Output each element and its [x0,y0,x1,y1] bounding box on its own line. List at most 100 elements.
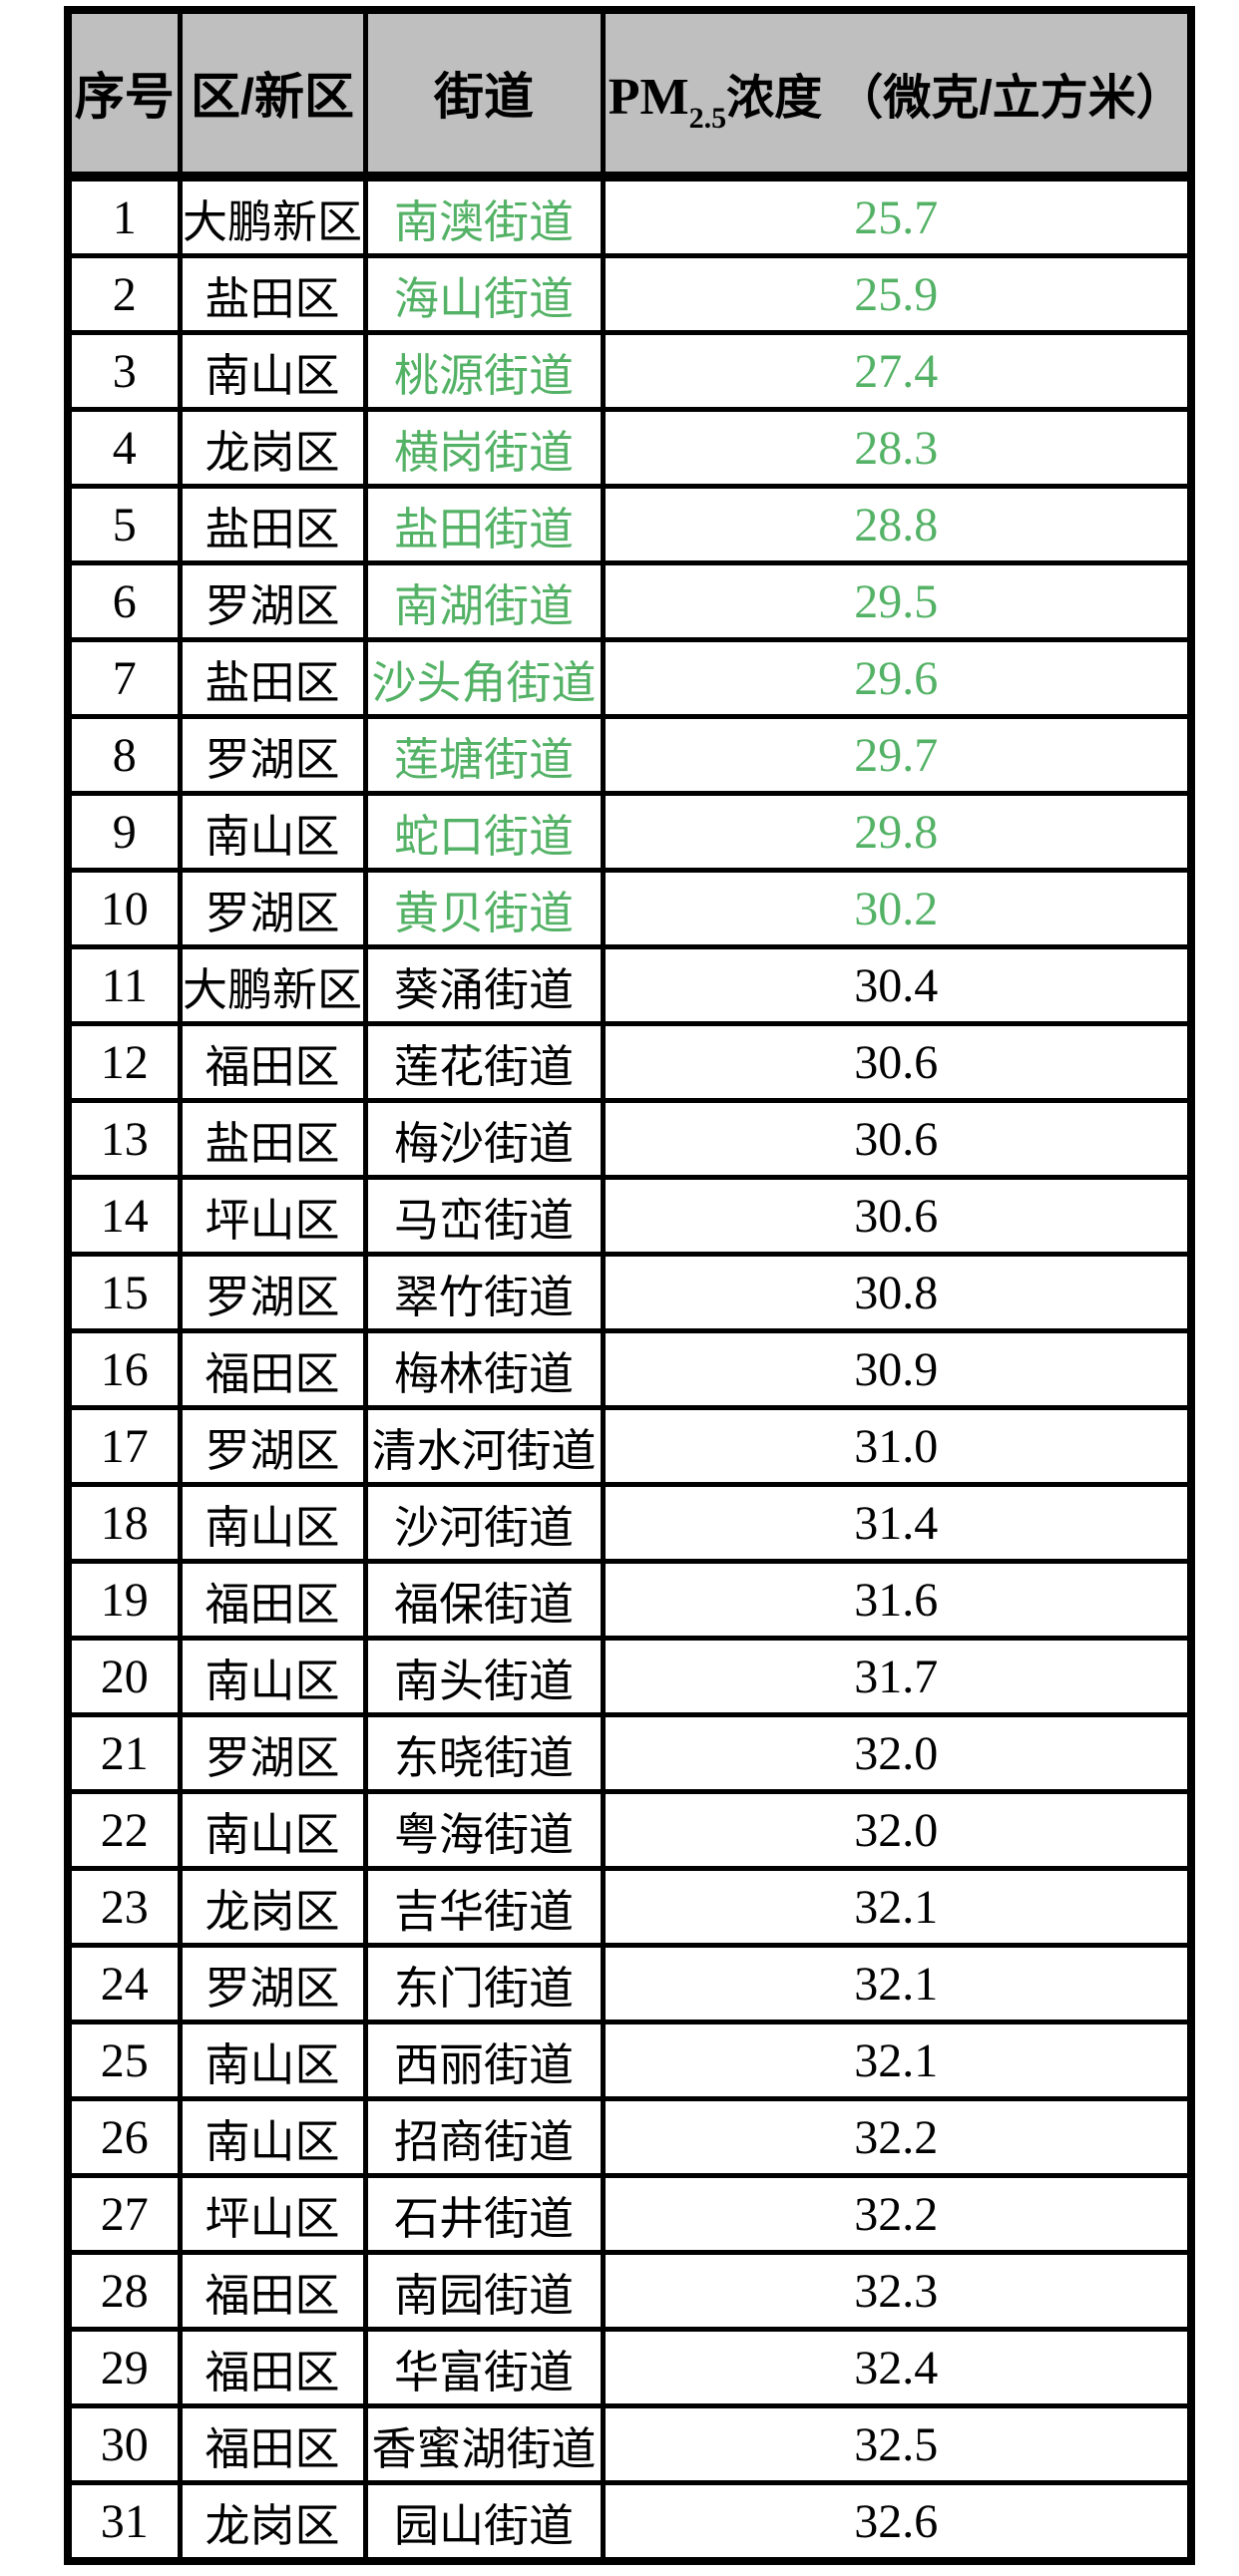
cell-rank: 27 [65,2173,183,2255]
col-header-rank: 序号 [65,7,183,182]
cell-rank: 26 [65,2096,183,2178]
cell-street: 桃源街道 [362,330,606,412]
cell-district: 南山区 [177,1789,368,1871]
col-header-street: 街道 [362,7,606,182]
cell-value: 32.4 [600,2327,1194,2408]
cell-value: 29.5 [600,560,1194,642]
cell-value: 32.3 [600,2250,1194,2332]
cell-street: 莲花街道 [362,1021,606,1103]
cell-district: 福田区 [177,2327,368,2408]
cell-district: 福田区 [177,2250,368,2332]
table-row: 3 南山区 桃源街道 27.4 [65,330,1194,412]
cell-street: 华富街道 [362,2327,606,2408]
cell-district: 罗湖区 [177,1405,368,1487]
cell-street: 石井街道 [362,2173,606,2255]
cell-rank: 31 [65,2480,183,2564]
table-row: 23 龙岗区 吉华街道 32.1 [65,1866,1194,1948]
cell-district: 罗湖区 [177,868,368,949]
cell-value: 32.0 [600,1712,1194,1794]
table-row: 21 罗湖区 东晓街道 32.0 [65,1712,1194,1794]
col-header-pm25: PM2.5浓度 （微克/立方米） [600,7,1194,182]
cell-street: 南澳街道 [362,174,606,258]
cell-district: 盐田区 [177,1098,368,1180]
cell-value: 28.8 [600,484,1194,565]
cell-rank: 21 [65,1712,183,1794]
cell-district: 大鹏新区 [177,944,368,1026]
cell-street: 吉华街道 [362,1866,606,1948]
cell-district: 盐田区 [177,484,368,565]
pm-suffix: 浓度 （微克/立方米） [726,72,1184,125]
cell-street: 东晓街道 [362,1712,606,1794]
cell-rank: 4 [65,407,183,489]
cell-street: 南湖街道 [362,560,606,642]
cell-district: 罗湖区 [177,1712,368,1794]
cell-street: 招商街道 [362,2096,606,2178]
cell-street: 梅沙街道 [362,1098,606,1180]
table-row: 30 福田区 香蜜湖街道 32.5 [65,2403,1194,2485]
table-row: 16 福田区 梅林街道 30.9 [65,1328,1194,1410]
table-row: 5 盐田区 盐田街道 28.8 [65,484,1194,565]
cell-value: 30.8 [600,1252,1194,1333]
table-row: 26 南山区 招商街道 32.2 [65,2096,1194,2178]
table-row: 4 龙岗区 横岗街道 28.3 [65,407,1194,489]
cell-district: 福田区 [177,1021,368,1103]
cell-rank: 10 [65,868,183,949]
cell-rank: 13 [65,1098,183,1180]
cell-rank: 8 [65,714,183,796]
cell-value: 32.2 [600,2096,1194,2178]
cell-street: 海山街道 [362,253,606,335]
cell-rank: 5 [65,484,183,565]
cell-district: 南山区 [177,1636,368,1717]
cell-rank: 29 [65,2327,183,2408]
cell-value: 32.5 [600,2403,1194,2485]
cell-district: 龙岗区 [177,407,368,489]
table-row: 29 福田区 华富街道 32.4 [65,2327,1194,2408]
cell-street: 横岗街道 [362,407,606,489]
cell-rank: 11 [65,944,183,1026]
table-row: 31 龙岗区 园山街道 32.6 [65,2480,1194,2564]
table-row: 2 盐田区 海山街道 25.9 [65,253,1194,335]
cell-district: 南山区 [177,2020,368,2101]
cell-street: 盐田街道 [362,484,606,565]
cell-street: 葵涌街道 [362,944,606,1026]
cell-rank: 19 [65,1559,183,1641]
cell-district: 福田区 [177,1328,368,1410]
table-row: 25 南山区 西丽街道 32.1 [65,2020,1194,2101]
pm25-ranking-table: 序号 区/新区 街道 PM2.5浓度 （微克/立方米） 1 大鹏新区 南澳街道 … [64,6,1195,2565]
cell-street: 东门街道 [362,1943,606,2024]
cell-district: 龙岗区 [177,2480,368,2564]
cell-rank: 9 [65,791,183,873]
cell-rank: 12 [65,1021,183,1103]
cell-district: 福田区 [177,2403,368,2485]
cell-district: 坪山区 [177,2173,368,2255]
cell-street: 福保街道 [362,1559,606,1641]
cell-district: 坪山区 [177,1175,368,1257]
cell-value: 32.2 [600,2173,1194,2255]
cell-value: 30.9 [600,1328,1194,1410]
cell-street: 沙头角街道 [362,637,606,719]
cell-value: 31.4 [600,1482,1194,1564]
cell-value: 30.6 [600,1098,1194,1180]
table-row: 18 南山区 沙河街道 31.4 [65,1482,1194,1564]
cell-value: 29.7 [600,714,1194,796]
cell-street: 翠竹街道 [362,1252,606,1333]
table-row: 10 罗湖区 黄贝街道 30.2 [65,868,1194,949]
cell-value: 31.0 [600,1405,1194,1487]
table-row: 19 福田区 福保街道 31.6 [65,1559,1194,1641]
cell-street: 西丽街道 [362,2020,606,2101]
cell-rank: 6 [65,560,183,642]
cell-district: 南山区 [177,791,368,873]
cell-street: 南头街道 [362,1636,606,1717]
cell-value: 30.2 [600,868,1194,949]
cell-rank: 23 [65,1866,183,1948]
cell-district: 龙岗区 [177,1866,368,1948]
col-header-district: 区/新区 [177,7,368,182]
table-row: 22 南山区 粤海街道 32.0 [65,1789,1194,1871]
cell-district: 南山区 [177,2096,368,2178]
cell-street: 清水河街道 [362,1405,606,1487]
table-row: 7 盐田区 沙头角街道 29.6 [65,637,1194,719]
table-row: 15 罗湖区 翠竹街道 30.8 [65,1252,1194,1333]
cell-street: 蛇口街道 [362,791,606,873]
cell-district: 盐田区 [177,253,368,335]
